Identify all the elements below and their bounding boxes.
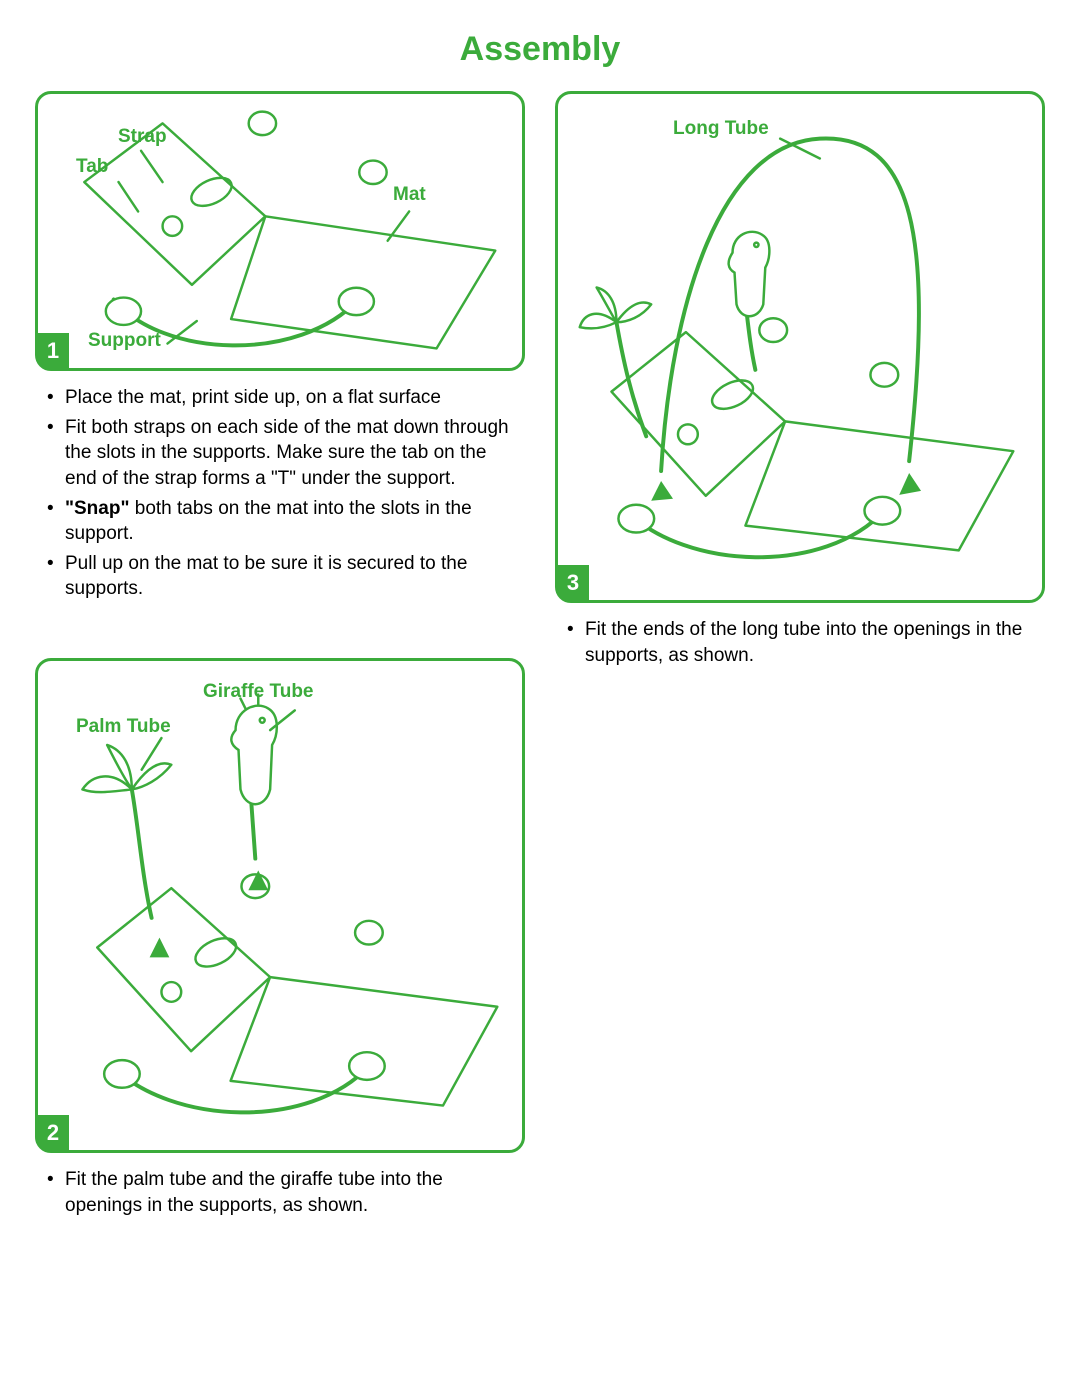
step2-panel: Palm Tube Giraffe Tube 2 bbox=[35, 658, 525, 1153]
step1-callout-mat: Mat bbox=[393, 184, 426, 206]
step1-bullet-3: "Snap" both tabs on the mat into the slo… bbox=[47, 496, 521, 547]
step2-bullets: Fit the palm tube and the giraffe tube i… bbox=[35, 1167, 525, 1218]
step3-bullets: Fit the ends of the long tube into the o… bbox=[555, 617, 1045, 668]
step3-bullet-1: Fit the ends of the long tube into the o… bbox=[567, 617, 1041, 668]
step2-bullet-1: Fit the palm tube and the giraffe tube i… bbox=[47, 1167, 521, 1218]
step2-badge: 2 bbox=[37, 1115, 69, 1151]
step1-callout-support: Support bbox=[88, 330, 161, 352]
page-title: Assembly bbox=[35, 30, 1045, 69]
step1-bullet-2: Fit both straps on each side of the mat … bbox=[47, 415, 521, 492]
step1-bullet-1: Place the mat, print side up, on a flat … bbox=[47, 385, 521, 411]
step2-callout-palm: Palm Tube bbox=[76, 716, 171, 738]
step1-badge: 1 bbox=[37, 333, 69, 369]
step1-diagram-icon bbox=[38, 94, 522, 368]
right-column: Long Tube 3 Fit the ends of the long tub… bbox=[555, 91, 1045, 1222]
step1-bullet-3-bold: "Snap" bbox=[65, 498, 129, 519]
step1-callout-strap: Strap bbox=[118, 126, 167, 148]
step2-callout-giraffe: Giraffe Tube bbox=[203, 681, 314, 703]
step1-bullet-4: Pull up on the mat to be sure it is secu… bbox=[47, 551, 521, 602]
step3-panel: Long Tube 3 bbox=[555, 91, 1045, 603]
step1-panel: Strap Tab Mat Support 1 bbox=[35, 91, 525, 371]
left-column: Strap Tab Mat Support 1 Place the mat, p… bbox=[35, 91, 525, 1222]
step3-callout-long: Long Tube bbox=[673, 118, 769, 140]
step3-diagram-icon bbox=[558, 94, 1042, 600]
step3-badge: 3 bbox=[557, 565, 589, 601]
columns: Strap Tab Mat Support 1 Place the mat, p… bbox=[35, 91, 1045, 1222]
step1-bullets: Place the mat, print side up, on a flat … bbox=[35, 385, 525, 602]
step1-callout-tab: Tab bbox=[76, 156, 108, 178]
